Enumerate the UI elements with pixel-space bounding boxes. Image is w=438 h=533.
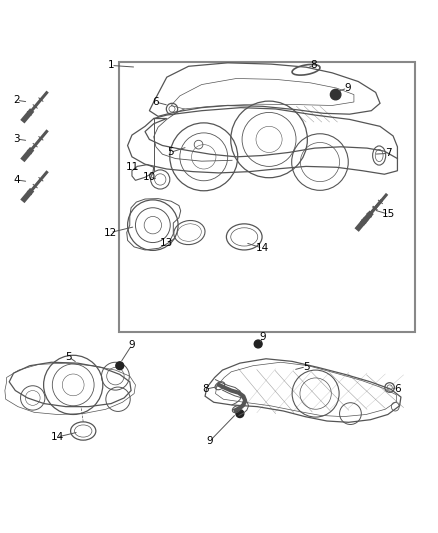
Circle shape xyxy=(330,90,341,100)
Text: 4: 4 xyxy=(13,175,20,185)
Text: 5: 5 xyxy=(167,148,173,157)
Circle shape xyxy=(236,410,244,417)
Text: 10: 10 xyxy=(143,172,156,182)
Text: 13: 13 xyxy=(160,238,173,248)
Text: 8: 8 xyxy=(311,60,317,70)
Text: 3: 3 xyxy=(13,134,20,144)
Text: 14: 14 xyxy=(50,432,64,442)
Text: 6: 6 xyxy=(152,97,159,107)
Circle shape xyxy=(116,362,124,370)
Text: 8: 8 xyxy=(202,384,208,394)
Text: 7: 7 xyxy=(385,148,392,158)
Text: 9: 9 xyxy=(206,437,213,447)
Text: 11: 11 xyxy=(126,162,139,172)
Text: 9: 9 xyxy=(259,332,266,342)
Text: 5: 5 xyxy=(303,361,309,372)
Text: 6: 6 xyxy=(394,384,401,394)
Text: 1: 1 xyxy=(108,60,114,70)
Circle shape xyxy=(254,340,262,348)
Text: 12: 12 xyxy=(103,228,117,238)
Text: 9: 9 xyxy=(344,83,351,93)
Text: 9: 9 xyxy=(129,340,135,350)
Text: 15: 15 xyxy=(382,209,396,219)
Text: 14: 14 xyxy=(256,243,269,253)
Text: 5: 5 xyxy=(66,352,72,362)
Text: 2: 2 xyxy=(13,95,20,105)
